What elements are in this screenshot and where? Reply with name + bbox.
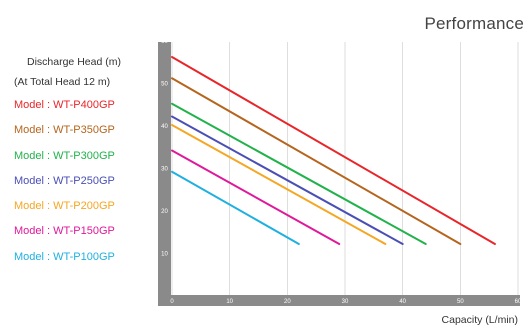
chart-title: Performance <box>424 14 524 33</box>
y-axis-note: (At Total Head 12 m) <box>14 76 111 88</box>
legend-item: Model : WT-P100GP <box>14 250 115 263</box>
series-line <box>171 77 462 245</box>
y-axis-bar <box>158 42 171 303</box>
series-line <box>171 124 387 245</box>
x-tick-label: 60 <box>515 299 522 305</box>
series-line <box>171 149 341 245</box>
legend-item: Model : WT-P350GP <box>14 124 115 137</box>
legend-item: Model : WT-P200GP <box>14 200 115 213</box>
x-tick-label: 0 <box>170 299 174 305</box>
x-tick-label: 30 <box>342 299 349 305</box>
x-tick-label: 20 <box>284 299 291 305</box>
series-line <box>171 102 427 245</box>
legend-item: Model : WT-P400GP <box>14 99 115 111</box>
x-axis-label: Capacity (L/min) <box>441 314 518 326</box>
y-axis-label: Discharge Head (m) <box>27 56 121 68</box>
y-tick-label: 50 <box>161 82 168 88</box>
series-line <box>171 115 404 245</box>
series-line <box>171 170 300 245</box>
legend-item: Model : WT-P150GP <box>14 225 115 238</box>
legend-item: Model : WT-P300GP <box>14 149 115 162</box>
y-tick-label: 40 <box>161 124 168 130</box>
series-line <box>171 56 496 245</box>
x-axis-bar <box>158 295 520 306</box>
y-tick-label: 30 <box>161 167 168 173</box>
x-tick-label: 10 <box>226 299 233 305</box>
y-tick-label: 10 <box>161 252 168 258</box>
legend-item: Model : WT-P250GP <box>14 174 115 187</box>
legend: Model : WT-P400GP Model : WT-P350GP Model … <box>14 99 154 276</box>
y-tick-label: 60 <box>161 39 168 45</box>
y-tick-label: 20 <box>161 209 168 215</box>
x-tick-label: 50 <box>457 299 464 305</box>
x-tick-label: 40 <box>399 299 406 305</box>
plot-area <box>171 42 518 295</box>
